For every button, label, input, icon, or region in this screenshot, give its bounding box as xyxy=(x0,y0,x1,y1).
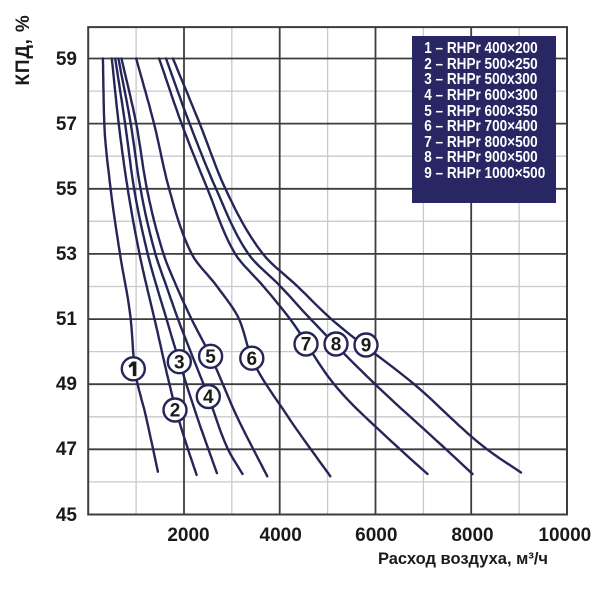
svg-text:4: 4 xyxy=(203,387,214,408)
svg-text:3: 3 xyxy=(174,352,185,373)
svg-text:5: 5 xyxy=(205,347,216,368)
svg-text:9: 9 xyxy=(361,336,372,357)
svg-text:7: 7 xyxy=(301,335,312,356)
svg-text:2: 2 xyxy=(170,401,181,422)
svg-text:6: 6 xyxy=(247,349,258,370)
svg-text:8: 8 xyxy=(331,335,342,356)
